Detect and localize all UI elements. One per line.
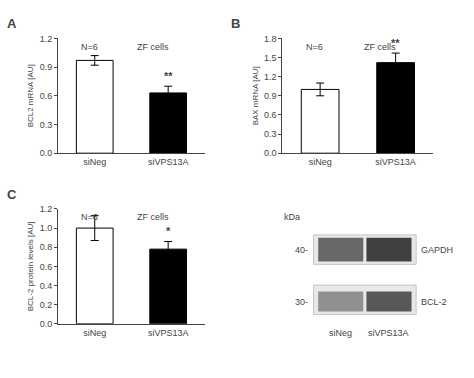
svg-text:*: * — [166, 225, 171, 237]
svg-text:0.9: 0.9 — [40, 62, 53, 72]
svg-text:**: ** — [391, 37, 400, 49]
svg-text:0.0: 0.0 — [264, 148, 277, 158]
svg-text:BCL-2: BCL-2 — [421, 297, 447, 307]
svg-text:N=6: N=6 — [306, 42, 323, 52]
svg-text:N=6: N=6 — [81, 42, 98, 52]
svg-text:A: A — [7, 16, 17, 31]
svg-text:0.9: 0.9 — [264, 91, 277, 101]
svg-text:C: C — [7, 187, 17, 202]
svg-text:1.5: 1.5 — [264, 53, 277, 63]
svg-text:1.2: 1.2 — [40, 204, 53, 214]
svg-text:0.8: 0.8 — [40, 242, 53, 252]
svg-text:1.2: 1.2 — [264, 72, 277, 82]
svg-text:1.8: 1.8 — [264, 34, 277, 44]
svg-text:30-: 30- — [295, 297, 308, 307]
svg-text:BCL2 mRNA [AU]: BCL2 mRNA [AU] — [26, 64, 35, 127]
svg-text:GAPDH: GAPDH — [421, 245, 453, 255]
svg-text:1.2: 1.2 — [40, 34, 53, 44]
svg-text:1.0: 1.0 — [40, 223, 53, 233]
svg-text:N=6: N=6 — [81, 212, 98, 222]
svg-text:0.6: 0.6 — [40, 262, 53, 272]
svg-text:0.4: 0.4 — [40, 281, 53, 291]
svg-text:0.2: 0.2 — [40, 300, 53, 310]
svg-text:siNeg: siNeg — [309, 157, 332, 167]
svg-text:siVPS13A: siVPS13A — [148, 328, 189, 338]
svg-text:**: ** — [164, 70, 173, 82]
svg-text:siVPS13A: siVPS13A — [375, 157, 416, 167]
svg-text:ZF cells: ZF cells — [364, 42, 396, 52]
svg-text:siNeg: siNeg — [83, 157, 106, 167]
svg-text:ZF cells: ZF cells — [137, 42, 169, 52]
svg-text:0.3: 0.3 — [40, 120, 53, 130]
svg-text:0.0: 0.0 — [40, 319, 53, 329]
svg-text:siNeg: siNeg — [83, 328, 106, 338]
svg-text:kDa: kDa — [284, 212, 300, 222]
svg-text:0.0: 0.0 — [40, 148, 53, 158]
svg-text:ZF cells: ZF cells — [137, 212, 169, 222]
svg-text:siVPS13A: siVPS13A — [148, 157, 189, 167]
svg-text:BCL-2 protein levels [AU]: BCL-2 protein levels [AU] — [26, 221, 35, 311]
svg-text:40-: 40- — [295, 245, 308, 255]
svg-text:B: B — [231, 16, 240, 31]
svg-text:0.6: 0.6 — [264, 110, 277, 120]
svg-text:siVPS13A: siVPS13A — [368, 328, 409, 338]
svg-text:BAX mRNA [AU]: BAX mRNA [AU] — [251, 66, 260, 125]
svg-text:0.6: 0.6 — [40, 91, 53, 101]
svg-text:siNeg: siNeg — [329, 328, 352, 338]
svg-text:0.3: 0.3 — [264, 129, 277, 139]
